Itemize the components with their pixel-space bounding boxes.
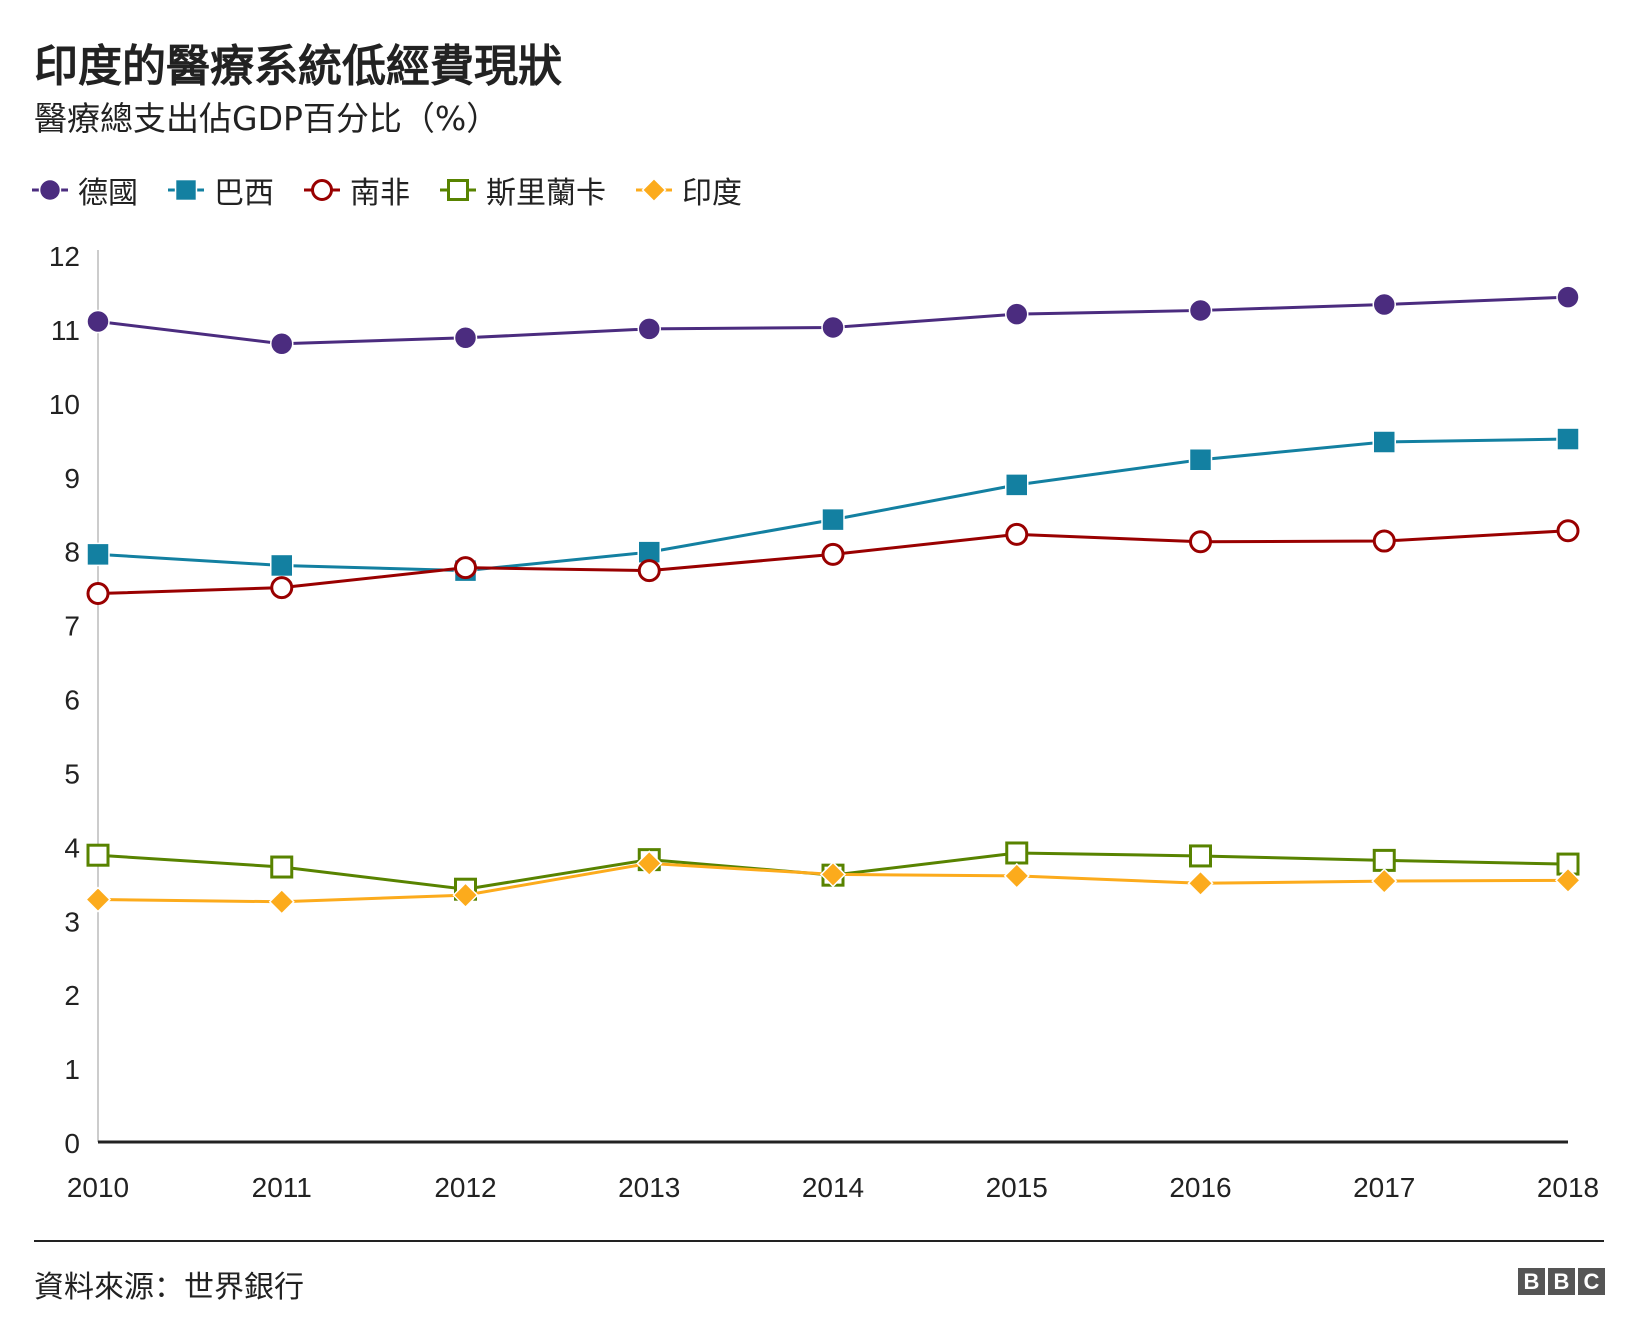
series-巴西	[86, 427, 1580, 583]
y-tick-label: 5	[64, 758, 80, 789]
y-tick-label: 10	[49, 389, 80, 420]
data-point	[636, 850, 663, 877]
legend-item: 印度	[634, 168, 742, 212]
data-point	[84, 886, 112, 913]
legend-marker	[168, 178, 204, 202]
data-point	[454, 556, 477, 580]
legend-symbol	[641, 177, 667, 203]
x-tick-label: 2015	[986, 1172, 1048, 1203]
series-德國	[86, 285, 1580, 356]
bbc-logo-letter: B	[1518, 1268, 1545, 1295]
x-tick-label: 2013	[618, 1172, 680, 1203]
legend-marker	[304, 179, 340, 201]
x-tick-label: 2014	[802, 1172, 864, 1203]
source-note: 資料來源：世界銀行	[34, 1270, 304, 1305]
data-point	[821, 507, 845, 532]
data-point	[637, 317, 661, 341]
data-point	[1372, 430, 1396, 454]
x-tick-label: 2010	[67, 1172, 129, 1203]
data-point	[1003, 862, 1030, 889]
data-point	[1189, 530, 1212, 554]
bbc-logo-letter: B	[1548, 1268, 1575, 1295]
legend-label: 印度	[682, 176, 742, 211]
data-point	[1372, 529, 1396, 553]
x-tick-label: 2011	[252, 1172, 312, 1203]
y-tick-label: 7	[64, 611, 80, 642]
data-point	[1005, 473, 1029, 497]
y-tick-label: 6	[64, 685, 80, 716]
legend-label: 德國	[78, 176, 138, 211]
data-point	[819, 861, 847, 888]
data-point	[86, 542, 110, 567]
legend-item: 斯里蘭卡	[438, 168, 606, 212]
y-tick-label: 11	[51, 315, 80, 346]
data-point	[1372, 292, 1396, 317]
x-tick-label: 2012	[434, 1172, 496, 1203]
x-tick-label: 2018	[1537, 1172, 1599, 1203]
legend-symbol	[447, 179, 469, 201]
data-point	[86, 582, 110, 606]
legend-label: 南非	[350, 176, 410, 211]
data-point	[1187, 870, 1214, 897]
data-point	[270, 553, 294, 578]
legend-marker	[440, 179, 476, 201]
bbc-logo-letter: C	[1578, 1268, 1605, 1295]
y-tick-label: 12	[49, 241, 80, 272]
data-point	[1005, 522, 1029, 546]
data-point	[821, 315, 845, 340]
data-point	[1188, 447, 1213, 472]
data-point	[86, 843, 110, 867]
data-point	[270, 576, 294, 600]
data-point	[270, 855, 294, 879]
legend-symbol	[38, 178, 62, 202]
data-point	[637, 559, 661, 583]
data-point	[1556, 285, 1580, 309]
legend-item: 南非	[302, 168, 410, 212]
legend-marker	[636, 177, 672, 203]
legend-symbol	[174, 178, 198, 202]
data-point	[1554, 867, 1582, 894]
y-tick-label: 3	[64, 906, 80, 937]
y-tick-label: 1	[64, 1054, 80, 1085]
chart-title: 印度的醫療系統低經費現狀	[34, 41, 562, 92]
legend-symbol	[311, 179, 333, 201]
legend: 德國 巴西 南非 斯里蘭卡 印度	[30, 168, 770, 212]
data-point	[1556, 519, 1580, 543]
data-point	[270, 331, 294, 356]
data-point	[452, 882, 479, 909]
data-point	[453, 326, 478, 350]
x-tick-label: 2016	[1169, 1172, 1231, 1203]
data-point	[1372, 848, 1396, 872]
y-tick-label: 0	[64, 1128, 80, 1159]
legend-item: 德國	[30, 168, 138, 212]
legend-label: 斯里蘭卡	[486, 176, 606, 211]
data-point	[268, 888, 295, 915]
data-point	[1005, 302, 1029, 326]
series-南非	[86, 519, 1580, 606]
x-tick-label: 2017	[1353, 1172, 1415, 1203]
y-tick-label: 4	[64, 832, 80, 863]
legend-marker	[32, 178, 68, 202]
chart-subtitle: 醫療總支出佔GDP百分比（%）	[34, 99, 500, 138]
legend-item: 巴西	[166, 168, 274, 212]
data-point	[1189, 844, 1212, 868]
data-point	[86, 309, 110, 334]
data-point	[1371, 868, 1398, 895]
y-tick-label: 9	[64, 463, 80, 494]
data-point	[821, 542, 845, 566]
series-印度	[84, 850, 1582, 915]
footer-divider	[34, 1240, 1604, 1242]
data-point	[1005, 841, 1029, 865]
data-point	[1556, 427, 1580, 451]
y-tick-label: 2	[64, 980, 80, 1011]
bbc-logo: B B C	[1515, 1268, 1605, 1295]
legend-label: 巴西	[214, 176, 274, 211]
data-point	[1188, 298, 1213, 323]
y-tick-label: 8	[64, 537, 80, 568]
